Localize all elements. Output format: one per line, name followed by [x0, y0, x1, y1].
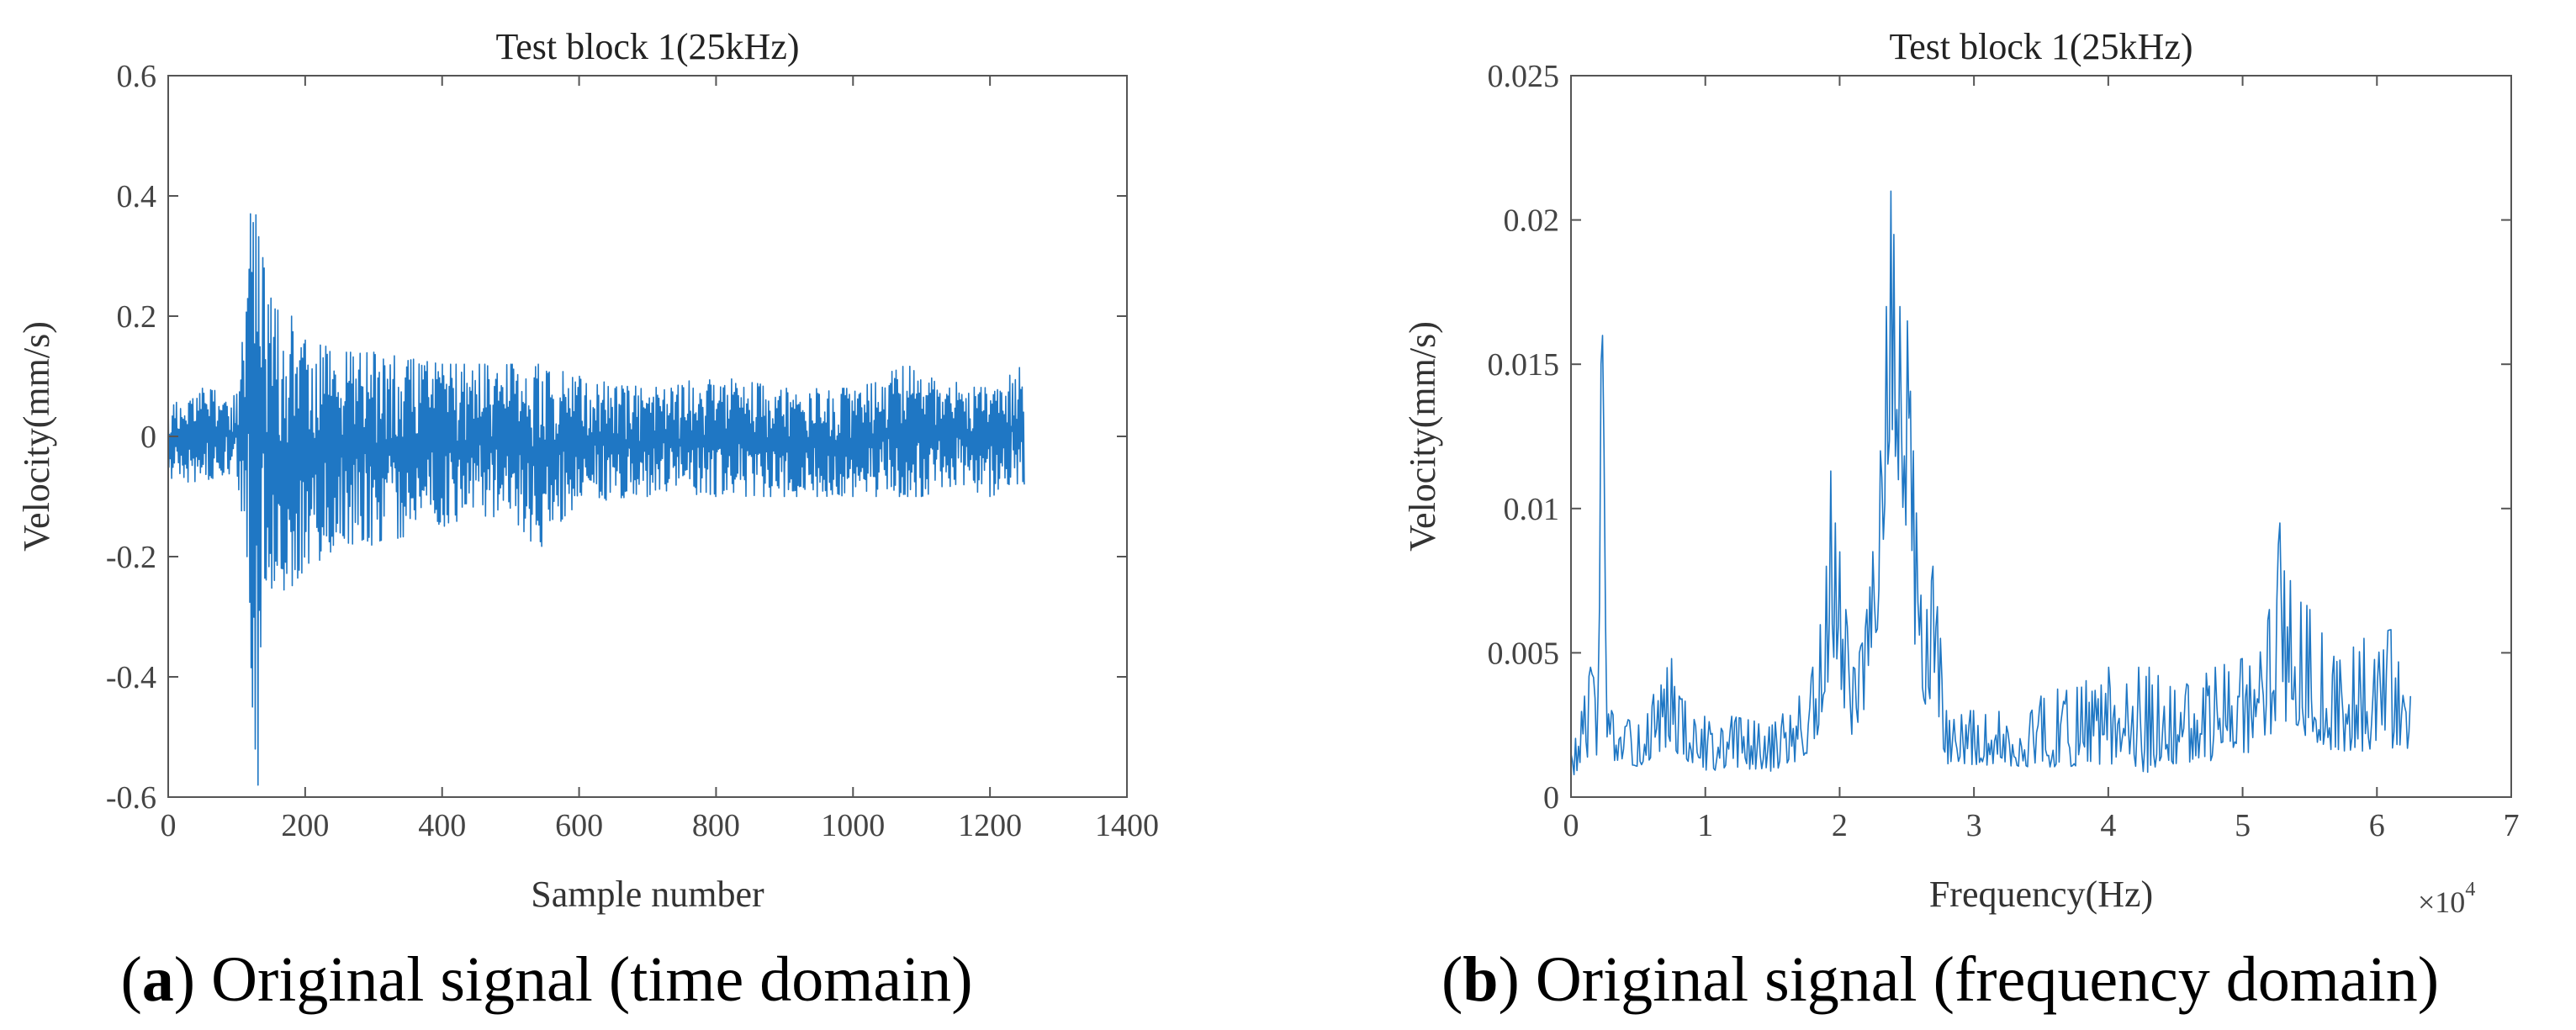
x-tick-label: 0	[1563, 808, 1579, 843]
y-tick-label: -0.6	[106, 780, 156, 816]
x-tick-label: 6	[2369, 808, 2385, 843]
y-tick-label: 0.2	[117, 299, 157, 335]
panel-b-spectrum-line	[1570, 190, 2411, 776]
panel-a-title: Test block 1(25kHz)	[495, 26, 799, 67]
x-tick-label: 2	[1832, 808, 1848, 843]
caption-a: (a) Original signal (time domain)	[120, 944, 972, 1015]
x-tick-label: 4	[2100, 808, 2116, 843]
y-tick-label: 0.6	[117, 59, 157, 94]
y-tick-label: -0.4	[106, 660, 156, 695]
caption-b: (b) Original signal (frequency domain)	[1441, 944, 2439, 1015]
panel-b-ticks: 0 1 2 3 4 5 6 7 0.025 0.02 0.015 0.01 0.005 0	[1488, 59, 2520, 843]
x-tick-label: 600	[555, 808, 603, 843]
x-tick-label: 1	[1697, 808, 1713, 843]
panel-b-x-axis-label: Frequency(Hz)	[1929, 874, 2153, 915]
x-tick-label: 3	[1966, 808, 1982, 843]
x-tick-label: 5	[2235, 808, 2251, 843]
panel-a-time-domain: Test block 1(25kHz) 0 200 400 600 800 1000 120…	[16, 26, 1159, 915]
panel-b-frequency-domain: Test block 1(25kHz) 0 1 2 3 4 5 6 7 0.025 0.02 0.0…	[1402, 26, 2520, 919]
y-tick-label: 0	[140, 420, 156, 455]
y-tick-label: 0.005	[1488, 636, 1560, 671]
y-tick-label: 0.015	[1488, 347, 1560, 383]
x-tick-label: 1400	[1095, 808, 1159, 843]
x-tick-label: 1200	[958, 808, 1022, 843]
y-tick-label: 0.01	[1504, 492, 1560, 527]
y-tick-label: 0	[1543, 780, 1559, 816]
x-tick-label: 400	[418, 808, 466, 843]
x-tick-label: 800	[692, 808, 740, 843]
x-tick-label: 1000	[821, 808, 885, 843]
panel-b-x-multiplier: ×104	[2418, 879, 2475, 919]
panel-a-x-axis-label: Sample number	[531, 874, 764, 915]
panel-b-title: Test block 1(25kHz)	[1889, 26, 2193, 67]
panel-a-signal-line	[167, 213, 1025, 786]
panel-a-y-axis-label: Velocity(mm/s)	[16, 321, 57, 552]
x-tick-label: 200	[281, 808, 329, 843]
y-tick-label: -0.2	[106, 540, 156, 575]
panel-b-axes-frame	[1570, 75, 2512, 798]
y-tick-label: 0.025	[1488, 59, 1560, 94]
y-tick-label: 0.02	[1504, 203, 1560, 239]
panel-a-ticks: 0 200 400 600 800 1000 1200 1400 0.6 0.4 0.2 0 -0.2 -…	[106, 59, 1159, 843]
x-tick-label: 7	[2504, 808, 2520, 843]
y-tick-label: 0.4	[117, 179, 157, 214]
x-tick-label: 0	[161, 808, 177, 843]
panel-b-y-axis-label: Velocity(mm/s)	[1402, 321, 1443, 552]
